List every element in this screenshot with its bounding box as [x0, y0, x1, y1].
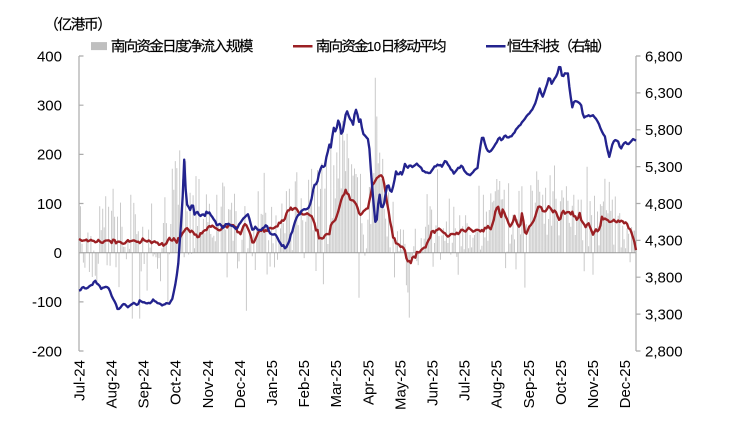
svg-text:100: 100	[37, 196, 62, 213]
svg-text:Jun-25: Jun-25	[425, 360, 442, 406]
svg-text:3,800: 3,800	[645, 270, 683, 287]
svg-text:0: 0	[54, 245, 62, 262]
svg-text:1: 1	[367, 39, 374, 54]
svg-text:Jul-24: Jul-24	[71, 360, 88, 401]
svg-text:Aug-25: Aug-25	[489, 360, 506, 408]
svg-text:4,300: 4,300	[645, 233, 683, 250]
svg-text:Dec-24: Dec-24	[232, 360, 249, 408]
svg-text:5,300: 5,300	[645, 159, 683, 176]
svg-text:200: 200	[37, 147, 62, 164]
svg-text:Sep-24: Sep-24	[136, 360, 153, 408]
svg-text:3,300: 3,300	[645, 306, 683, 323]
svg-text:May-25: May-25	[392, 360, 409, 410]
svg-text:Jul-25: Jul-25	[457, 360, 474, 401]
svg-text:400: 400	[37, 48, 62, 65]
svg-text:Feb-25: Feb-25	[296, 360, 313, 408]
svg-text:Jan-25: Jan-25	[264, 360, 281, 406]
svg-text:Nov-24: Nov-24	[200, 360, 217, 408]
svg-text:Oct-25: Oct-25	[553, 360, 570, 405]
svg-text:5,800: 5,800	[645, 122, 683, 139]
svg-text:Mar-25: Mar-25	[328, 360, 345, 408]
svg-text:-200: -200	[32, 343, 62, 360]
svg-text:-100: -100	[32, 294, 62, 311]
svg-text:Sep-25: Sep-25	[521, 360, 538, 408]
svg-text:Nov-25: Nov-25	[585, 360, 602, 408]
svg-text:6,300: 6,300	[645, 85, 683, 102]
svg-text:Aug-24: Aug-24	[104, 360, 121, 408]
svg-text:Apr-25: Apr-25	[360, 360, 377, 405]
svg-text:Dec-25: Dec-25	[617, 360, 634, 408]
svg-text:300: 300	[37, 98, 62, 115]
svg-text:0: 0	[374, 39, 381, 54]
svg-text:Oct-24: Oct-24	[168, 360, 185, 405]
svg-text:6,800: 6,800	[645, 48, 683, 65]
svg-text:2,800: 2,800	[645, 343, 683, 360]
svg-text:4,800: 4,800	[645, 196, 683, 213]
